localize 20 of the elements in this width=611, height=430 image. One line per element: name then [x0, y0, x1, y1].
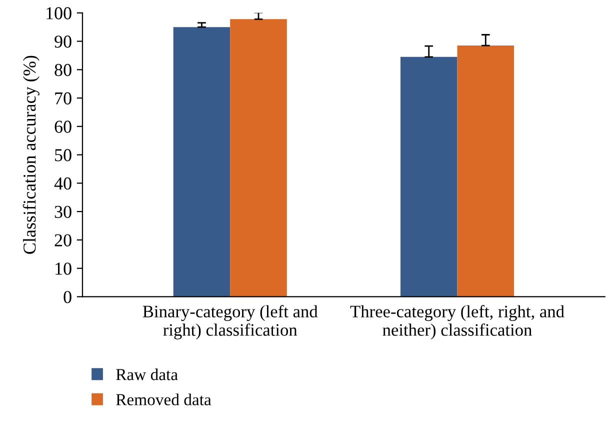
legend-label: Raw data — [116, 368, 178, 380]
y-tick-label: 100 — [46, 7, 72, 20]
y-tick-label: 50 — [55, 149, 72, 162]
x-tick-label: Three-category (left, right, and neither) classification — [350, 305, 564, 340]
x-tick-label: Binary-category (left and right) classification — [142, 305, 318, 340]
y-tick-label: 60 — [54, 120, 72, 133]
legend-label: Removed data — [116, 394, 212, 406]
y-tick-label: 20 — [54, 234, 72, 246]
bar — [173, 27, 230, 297]
y-tick-label: 90 — [54, 36, 72, 48]
bar — [400, 56, 458, 297]
bar — [230, 19, 287, 297]
y-tick-label: 40 — [54, 177, 72, 190]
y-tick-label: 0 — [64, 290, 72, 304]
y-tick-label: 10 — [56, 262, 72, 275]
y-tick-label: 30 — [54, 206, 72, 218]
y-axis-title: Classification accuracy (%) — [22, 56, 40, 254]
bar — [457, 46, 514, 297]
y-tick-label: 70 — [55, 92, 72, 104]
y-tick-label: 80 — [54, 64, 72, 76]
